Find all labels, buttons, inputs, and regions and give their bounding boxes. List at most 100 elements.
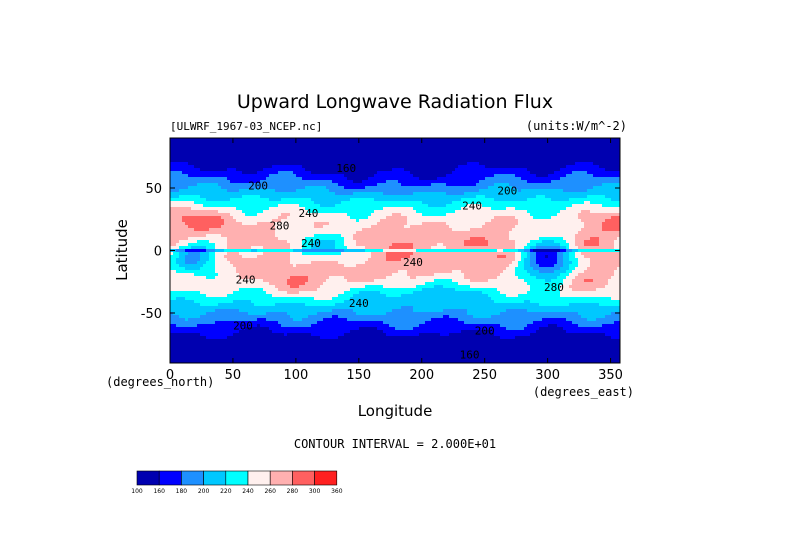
field-cell bbox=[176, 141, 180, 145]
field-cell bbox=[617, 150, 620, 154]
field-cell bbox=[413, 195, 417, 199]
field-cell bbox=[275, 192, 279, 196]
field-cell bbox=[521, 174, 525, 178]
field-cell bbox=[530, 159, 534, 163]
field-cell bbox=[461, 234, 465, 238]
field-cell bbox=[596, 210, 600, 214]
field-cell bbox=[278, 225, 282, 229]
field-cell bbox=[437, 228, 441, 232]
field-cell bbox=[200, 219, 204, 223]
field-cell bbox=[218, 195, 222, 199]
field-cell bbox=[344, 159, 348, 163]
field-cell bbox=[401, 189, 405, 193]
field-cell bbox=[290, 192, 294, 196]
field-cell bbox=[521, 186, 525, 190]
field-cell bbox=[494, 141, 498, 145]
field-cell bbox=[398, 189, 402, 193]
field-cell bbox=[209, 159, 213, 163]
field-cell bbox=[311, 222, 315, 226]
field-cell bbox=[491, 219, 495, 223]
field-cell bbox=[482, 165, 486, 169]
field-cell bbox=[542, 192, 546, 196]
field-cell bbox=[269, 228, 273, 232]
field-cell bbox=[362, 177, 366, 181]
field-cell bbox=[275, 195, 279, 199]
field-cell bbox=[326, 228, 330, 232]
field-cell bbox=[461, 162, 465, 166]
field-cell bbox=[266, 168, 270, 172]
field-cell bbox=[449, 159, 453, 163]
field-cell bbox=[599, 159, 603, 163]
field-cell bbox=[272, 153, 276, 157]
field-cell bbox=[542, 231, 546, 235]
field-cell bbox=[404, 144, 408, 148]
field-cell bbox=[539, 189, 543, 193]
field-cell bbox=[455, 171, 459, 175]
field-cell bbox=[554, 222, 558, 226]
field-cell bbox=[278, 198, 282, 202]
field-cell bbox=[506, 183, 510, 187]
field-cell bbox=[218, 171, 222, 175]
field-cell bbox=[584, 141, 588, 145]
field-cell bbox=[227, 168, 231, 172]
field-cell bbox=[557, 141, 561, 145]
field-cell bbox=[230, 189, 234, 193]
field-cell bbox=[206, 201, 210, 205]
field-cell bbox=[278, 147, 282, 151]
field-cell bbox=[476, 201, 480, 205]
field-cell bbox=[455, 192, 459, 196]
field-cell bbox=[356, 234, 360, 238]
field-cell bbox=[416, 153, 420, 157]
field-cell bbox=[539, 195, 543, 199]
field-cell bbox=[254, 150, 258, 154]
field-cell bbox=[596, 207, 600, 211]
field-cell bbox=[179, 198, 183, 202]
field-cell bbox=[587, 177, 591, 181]
field-cell bbox=[443, 207, 447, 211]
field-cell bbox=[605, 222, 609, 226]
field-cell bbox=[245, 138, 249, 142]
field-cell bbox=[416, 174, 420, 178]
field-cell bbox=[323, 186, 327, 190]
field-cell bbox=[434, 147, 438, 151]
field-cell bbox=[458, 216, 462, 220]
field-cell bbox=[365, 201, 369, 205]
field-cell bbox=[197, 198, 201, 202]
field-cell bbox=[278, 153, 282, 157]
field-cell bbox=[374, 198, 378, 202]
field-cell bbox=[443, 192, 447, 196]
field-cell bbox=[365, 183, 369, 187]
field-cell bbox=[341, 156, 345, 160]
field-cell bbox=[542, 156, 546, 160]
field-cell bbox=[431, 144, 435, 148]
field-cell bbox=[374, 165, 378, 169]
field-cell bbox=[203, 195, 207, 199]
field-cell bbox=[509, 144, 513, 148]
field-cell bbox=[272, 186, 276, 190]
field-cell bbox=[206, 162, 210, 166]
field-cell bbox=[584, 183, 588, 187]
field-cell bbox=[554, 162, 558, 166]
field-cell bbox=[590, 219, 594, 223]
field-cell bbox=[230, 234, 234, 238]
field-cell bbox=[563, 180, 567, 184]
field-cell bbox=[434, 219, 438, 223]
field-cell bbox=[236, 192, 240, 196]
field-cell bbox=[554, 210, 558, 214]
field-cell bbox=[617, 219, 620, 223]
field-cell bbox=[251, 141, 255, 145]
field-cell bbox=[485, 159, 489, 163]
field-cell bbox=[314, 231, 318, 235]
field-cell bbox=[395, 147, 399, 151]
field-cell bbox=[575, 201, 579, 205]
field-cell bbox=[290, 144, 294, 148]
field-cell bbox=[305, 177, 309, 181]
field-cell bbox=[170, 228, 174, 232]
field-cell bbox=[257, 219, 261, 223]
field-cell bbox=[194, 171, 198, 175]
field-cell bbox=[200, 183, 204, 187]
field-cell bbox=[584, 210, 588, 214]
field-cell bbox=[326, 180, 330, 184]
field-cell bbox=[566, 225, 570, 229]
field-cell bbox=[434, 168, 438, 172]
